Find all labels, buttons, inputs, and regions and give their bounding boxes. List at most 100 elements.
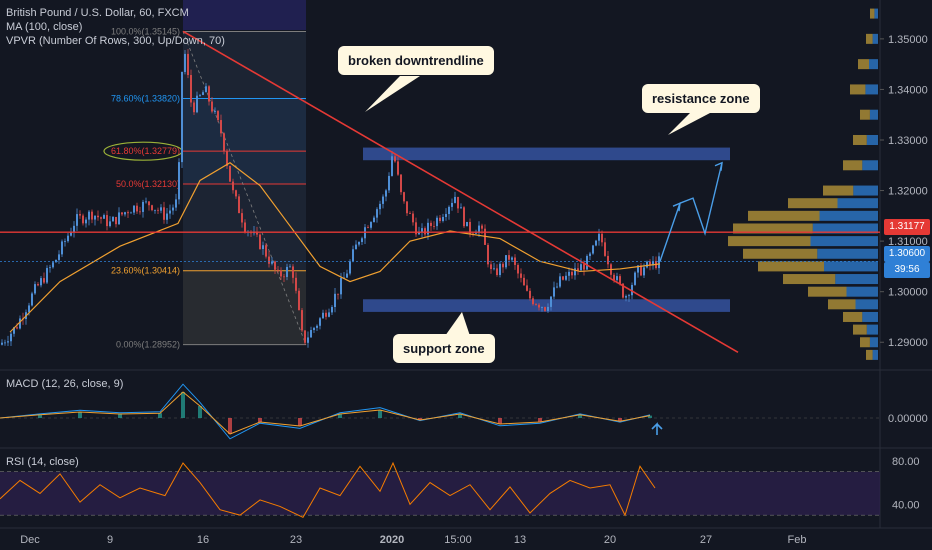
candle-body-125 bbox=[124, 212, 126, 215]
candle-body-503 bbox=[502, 263, 504, 268]
callout-support-zone[interactable]: support zone bbox=[393, 334, 495, 363]
fibonacci-retracement[interactable]: 100.0%(1.35145) 78.60%(1.33820) 61.80%(1.3… bbox=[103, 27, 307, 350]
macd-signal-line bbox=[0, 391, 651, 435]
callout-broken-downtrendline[interactable]: broken downtrendline bbox=[338, 46, 494, 75]
candle-body-224 bbox=[223, 133, 225, 152]
candle-body-74 bbox=[73, 225, 75, 233]
candle-body-119 bbox=[118, 212, 120, 225]
candle-body-233 bbox=[232, 181, 234, 191]
legend-symbol[interactable]: British Pound / U.S. Dollar, 60, FXCM bbox=[6, 7, 189, 19]
candle-body-62 bbox=[61, 241, 63, 255]
candle-body-197 bbox=[196, 95, 198, 113]
axes: 1.35000 1.34000 1.33000 1.32000 1.31000 1.300… bbox=[20, 34, 928, 546]
rsi-pane bbox=[0, 461, 880, 518]
candle-body-326 bbox=[325, 312, 327, 317]
volume-bar-down-17 bbox=[862, 311, 878, 322]
candle-body-179 bbox=[178, 162, 180, 200]
volume-bar-up-13 bbox=[758, 261, 824, 272]
candle-body-230 bbox=[229, 165, 231, 182]
candle-body-227 bbox=[226, 151, 228, 166]
macd-title[interactable]: MACD (12, 26, close, 9) bbox=[6, 378, 124, 390]
callout-resistance-zone[interactable]: resistance zone bbox=[642, 84, 760, 113]
volume-bar-down-13 bbox=[824, 261, 878, 272]
candle-body-497 bbox=[496, 268, 498, 275]
callout-pointer-resistance bbox=[668, 113, 710, 135]
fib-level-label-0: 100.0%(1.35145) bbox=[111, 27, 180, 37]
candle-body-140 bbox=[139, 211, 141, 213]
candle-body-101 bbox=[100, 217, 102, 219]
candle-body-395 bbox=[394, 156, 396, 162]
macd-histogram-bar-18 bbox=[648, 415, 652, 418]
drawing-overlays[interactable] bbox=[0, 30, 880, 354]
volume-bar-up-20 bbox=[866, 349, 873, 360]
volume-bar-up-5 bbox=[853, 134, 867, 145]
fib-level-label-3: 50.0%(1.32130) bbox=[116, 179, 180, 189]
rsi-title[interactable]: RSI (14, close) bbox=[6, 456, 79, 468]
macd-histogram-bar-11 bbox=[378, 410, 382, 418]
candle-body-173 bbox=[172, 207, 174, 211]
candle-body-401 bbox=[400, 174, 402, 193]
volume-bar-up-7 bbox=[823, 185, 854, 196]
rsi-line bbox=[0, 461, 656, 518]
candle-body-320 bbox=[319, 318, 321, 326]
candle-body-86 bbox=[85, 219, 87, 224]
candle-body-641 bbox=[640, 265, 642, 276]
rsi-band bbox=[0, 471, 880, 516]
volume-bar-down-1 bbox=[872, 33, 878, 44]
candle-body-527 bbox=[526, 285, 528, 291]
candle-body-134 bbox=[133, 205, 135, 213]
candle-body-311 bbox=[310, 330, 312, 338]
legend-vpvr[interactable]: VPVR (Number Of Rows, 300, Up/Down, 70) bbox=[6, 35, 225, 47]
volume-bar-up-2 bbox=[858, 59, 869, 70]
macd-histogram-bar-5 bbox=[181, 392, 185, 418]
resistance-zone-rect bbox=[363, 147, 730, 161]
candle-body-383 bbox=[382, 196, 384, 204]
candle-body-275 bbox=[274, 261, 276, 270]
macd-up-arrow bbox=[651, 422, 663, 435]
candle-body-5 bbox=[4, 342, 6, 344]
time-tick-label-4: 2020 bbox=[380, 534, 404, 546]
candle-body-209 bbox=[208, 86, 210, 102]
candle-body-446 bbox=[445, 214, 447, 217]
volume-bar-down-8 bbox=[837, 198, 878, 209]
chart-legend: British Pound / U.S. Dollar, 60, FXCM MA… bbox=[6, 6, 225, 48]
price-tick-label-1: 1.34000 bbox=[888, 84, 928, 96]
candle-body-257 bbox=[256, 231, 258, 235]
candle-body-35 bbox=[34, 284, 36, 294]
candle-body-50 bbox=[49, 267, 51, 269]
candle-body-443 bbox=[442, 216, 444, 222]
candle-body-374 bbox=[373, 217, 375, 223]
legend-ma[interactable]: MA (100, close) bbox=[6, 21, 83, 33]
candle-body-104 bbox=[103, 215, 105, 219]
candle-body-539 bbox=[538, 304, 540, 308]
candle-body-239 bbox=[238, 196, 240, 214]
candle-body-398 bbox=[397, 161, 399, 175]
candle-body-323 bbox=[322, 312, 324, 319]
price-zones[interactable] bbox=[363, 147, 730, 312]
candle-body-542 bbox=[541, 307, 543, 308]
candle-body-299 bbox=[298, 290, 300, 311]
macd-histogram-bar-1 bbox=[38, 414, 42, 418]
candle-body-113 bbox=[112, 216, 114, 222]
candle-body-386 bbox=[385, 190, 387, 197]
price-tick-label-3: 1.32000 bbox=[888, 186, 928, 198]
price-tick-label-2: 1.33000 bbox=[888, 135, 928, 147]
candle-body-143 bbox=[142, 201, 144, 212]
candle-body-560 bbox=[559, 276, 561, 287]
candle-body-566 bbox=[565, 275, 567, 280]
candle-body-245 bbox=[244, 222, 246, 232]
candle-body-425 bbox=[424, 228, 426, 235]
candle-body-581 bbox=[580, 264, 582, 271]
candle-body-188 bbox=[187, 53, 189, 76]
fib-level-label-4: 23.60%(1.30414) bbox=[111, 266, 180, 276]
time-tick-label-7: 20 bbox=[604, 534, 616, 546]
time-tick-label-8: 27 bbox=[700, 534, 712, 546]
candle-body-371 bbox=[370, 222, 372, 228]
macd-tick-label-0: 0.00000 bbox=[888, 413, 928, 425]
time-tick-label-1: 9 bbox=[107, 534, 113, 546]
callout-pointer-downtrend bbox=[365, 76, 420, 112]
candle-body-614 bbox=[613, 274, 615, 281]
candle-body-296 bbox=[295, 277, 297, 291]
moving-average-line bbox=[9, 162, 661, 333]
